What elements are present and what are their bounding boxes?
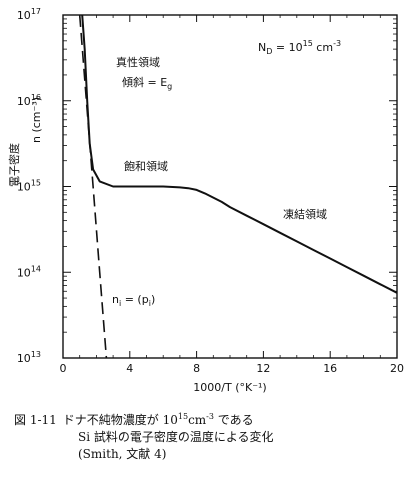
- caption-line-3: (Smith, 文献 4): [78, 447, 167, 461]
- figure-number: 図 1-11: [14, 413, 57, 427]
- intrinsic-density-label: ni = (pi): [112, 293, 155, 308]
- chart: 電子密度 n (cm⁻³) 1000/T (°K⁻¹) 0 4 8 12 16 20 101…: [7, 7, 404, 394]
- nd-unit-exp: -3: [333, 39, 341, 48]
- figure-caption: 図 1-11 ドナ不純物濃度が 1015cm-3 である Si 試料の電子密度の温…: [14, 408, 414, 463]
- caption-exp-1: 15: [177, 412, 189, 421]
- ni-sub: i: [119, 299, 121, 308]
- freezeout-region-label: 凍結領域: [283, 207, 327, 221]
- nd-value: = 10: [272, 41, 302, 54]
- ticks: 0 4 8 12 16 20 1013 1014 1015 1016 1017: [17, 7, 404, 375]
- caption-line-1: 図 1-11 ドナ不純物濃度が 1015cm-3 である: [14, 408, 414, 429]
- x-tick-label: 16: [323, 362, 337, 375]
- ni-n: n: [112, 293, 119, 306]
- y-axis-label-side: 電子密度: [7, 143, 21, 187]
- pi-sub: i: [149, 299, 151, 308]
- slope-label: 傾斜 = Eg: [122, 75, 172, 91]
- x-tick-label: 4: [126, 362, 133, 375]
- y-tick-label: 1014: [17, 264, 41, 279]
- intrinsic-density-line: [78, 14, 108, 359]
- nd-n: N: [258, 41, 266, 54]
- y-tick-label: 1016: [17, 93, 41, 108]
- donor-concentration-label: ND = 1015 cm-3: [258, 39, 341, 56]
- x-tick-label: 0: [60, 362, 67, 375]
- ni-mid: = (p: [121, 293, 149, 306]
- y-tick-label: 1017: [17, 7, 41, 22]
- x-tick-label: 20: [390, 362, 404, 375]
- saturation-region-label: 飽和領域: [124, 159, 168, 173]
- y-tick-label: 1013: [17, 350, 41, 365]
- nd-sub: D: [266, 47, 272, 56]
- caption-text-1b: cm: [188, 413, 207, 427]
- nd-unit: cm: [313, 41, 333, 54]
- caption-text-1a: ドナ不純物濃度が 10: [62, 413, 178, 427]
- caption-text-1c: である: [213, 413, 254, 427]
- slope-text: 傾斜 = E: [122, 75, 167, 89]
- x-axis-label: 1000/T (°K⁻¹): [193, 381, 266, 394]
- slope-sub: g: [167, 82, 172, 91]
- y-axis-label: n (cm⁻³): [30, 97, 43, 143]
- nd-exp: 15: [303, 39, 313, 48]
- ni-end: ): [151, 293, 155, 306]
- y-tick-label: 1015: [17, 179, 41, 194]
- x-tick-label: 12: [256, 362, 270, 375]
- intrinsic-region-label: 真性領域: [116, 55, 160, 69]
- caption-line-2: Si 試料の電子密度の温度による変化: [78, 430, 274, 444]
- x-tick-label: 8: [193, 362, 200, 375]
- electron-density-line: [81, 14, 398, 294]
- caption-exp-2: -3: [206, 412, 214, 421]
- series: [78, 14, 398, 359]
